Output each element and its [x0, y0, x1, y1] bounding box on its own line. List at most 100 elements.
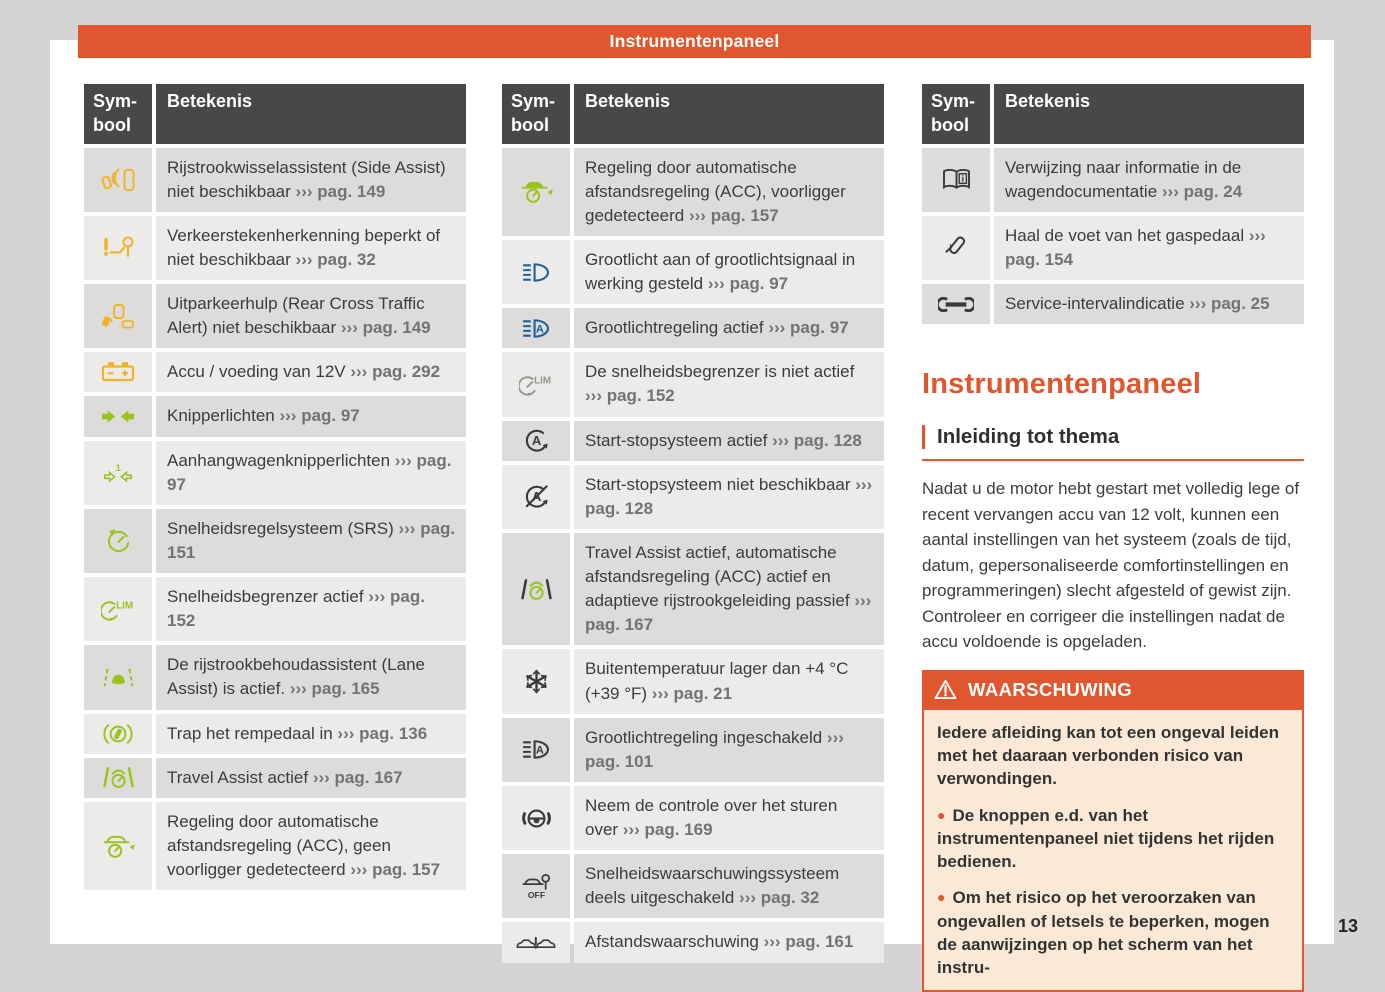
- warning-bullet-text: De knoppen e.d. van het instrumentenpane…: [937, 805, 1275, 872]
- warning-triangle-icon: [934, 679, 957, 700]
- page-reference[interactable]: ››› pag. 149: [341, 318, 431, 337]
- table-row: Travel Assist actief, automatische afsta…: [502, 532, 884, 646]
- meaning-text: Trap het rempedaal in: [167, 723, 338, 743]
- high-beam-auto-icon: A: [502, 308, 570, 349]
- table-header-row: Sym-bool Betekenis: [922, 84, 1304, 144]
- symbol-table-column-1: Sym-bool Betekenis Rijstrookwisselassist…: [84, 84, 466, 894]
- page-reference[interactable]: ››› pag. 152: [167, 587, 425, 630]
- page-reference[interactable]: ››› pag. 32: [739, 888, 819, 907]
- symbol-meaning-text: Service-intervalindicatie ››› pag. 25: [994, 284, 1304, 325]
- page-reference[interactable]: ››› pag. 165: [290, 679, 380, 698]
- intro-paragraph: Nadat u de motor hebt gestart met volled…: [922, 479, 1300, 652]
- symbol-meaning-text: De snelheidsbegrenzer is niet actief ›››…: [574, 352, 884, 417]
- table-row: De rijstrookbehoudassistent (Lane Assist…: [84, 645, 466, 710]
- lane-assist-icon: [84, 645, 152, 710]
- reference-arrows: ›››: [1248, 225, 1266, 245]
- page-reference[interactable]: ››› pag. 167: [585, 591, 871, 634]
- reference-page: pag. 128: [585, 498, 654, 518]
- meaning-text: Uitparkeerhulp (Rear Cross Traffic Alert…: [167, 294, 425, 338]
- reference-page: pag. 149: [362, 318, 431, 338]
- page-reference[interactable]: ››› pag. 97: [279, 406, 359, 425]
- page-reference[interactable]: ››› pag. 97: [708, 274, 788, 293]
- meaning-text: Verkeerstekenherkenning beperkt of niet …: [167, 225, 441, 269]
- bullet-dot-icon: ●: [937, 889, 946, 906]
- trailer-turn-signals-icon: 1: [84, 440, 152, 505]
- traffic-sign-recognition-icon: [84, 215, 152, 281]
- page-reference[interactable]: ››› pag. 292: [350, 362, 440, 381]
- reference-page: pag. 151: [167, 518, 456, 562]
- cruise-control-icon: [84, 508, 152, 574]
- reference-page: pag. 161: [785, 932, 854, 952]
- page-reference[interactable]: ››› pag. 157: [350, 860, 440, 879]
- page-reference[interactable]: ››› pag. 24: [1162, 182, 1242, 201]
- table-row: Regeling door automatische afstandsregel…: [502, 147, 884, 236]
- speed-limiter-icon: LIM: [84, 577, 152, 642]
- table-row: Travel Assist actief ››› pag. 167: [84, 757, 466, 798]
- reference-page: pag. 136: [359, 723, 428, 743]
- acc-no-vehicle-icon: [84, 801, 152, 891]
- symbol-meaning-text: Knipperlichten ››› pag. 97: [156, 396, 466, 437]
- reference-page: pag. 154: [1005, 249, 1074, 269]
- meaning-text: Verwijzing naar informatie in de wagendo…: [1005, 157, 1242, 201]
- meaning-text: Regeling door automatische afstandsregel…: [585, 157, 846, 225]
- reference-arrows: ›››: [622, 820, 640, 840]
- reference-page: pag. 157: [710, 205, 779, 225]
- page-reference[interactable]: ››› pag. 97: [167, 451, 451, 494]
- page-reference[interactable]: ››› pag. 101: [585, 728, 844, 771]
- page-reference[interactable]: ››› pag. 161: [764, 932, 854, 951]
- page-reference[interactable]: ››› pag. 128: [585, 475, 872, 518]
- reference-arrows: ›››: [279, 406, 297, 426]
- page-reference[interactable]: ››› pag. 21: [652, 684, 732, 703]
- table-row: Grootlicht aan of grootlichtsignaal in w…: [502, 239, 884, 305]
- page-reference[interactable]: ››› pag. 152: [585, 386, 675, 405]
- travel-assist-icon: [84, 757, 152, 798]
- table-row: i Verwijzing naar informatie in de wagend…: [922, 147, 1304, 212]
- meaning-text: De rijstrookbehoudassistent (Lane Assist…: [167, 655, 425, 699]
- reference-arrows: ›››: [350, 362, 368, 382]
- meaning-text: Buitentemperatuur lager dan +4 °C (+39 °…: [585, 659, 849, 703]
- meaning-text: Regeling door automatische afstandsregel…: [167, 811, 391, 880]
- reference-arrows: ›››: [854, 591, 872, 611]
- page-reference[interactable]: ››› pag. 167: [313, 768, 403, 787]
- brake-pedal-icon: [84, 713, 152, 754]
- warning-body: Iedere afleiding kan tot een ongeval lei…: [922, 709, 1304, 992]
- page-reference[interactable]: ››› pag. 25: [1189, 294, 1269, 313]
- page-reference[interactable]: ››› pag. 32: [296, 250, 376, 269]
- warning-box: WAARSCHUWING Iedere afleiding kan tot ee…: [922, 669, 1304, 992]
- table-row: Accu / voeding van 12V ››› pag. 292: [84, 352, 466, 393]
- symbol-meaning-text: Afstandswaarschuwing ››› pag. 161: [574, 922, 884, 963]
- page-reference[interactable]: ››› pag. 169: [623, 820, 713, 839]
- table-row: Uitparkeerhulp (Rear Cross Traffic Alert…: [84, 284, 466, 349]
- travel-assist-passive-icon: [502, 532, 570, 646]
- reference-page: pag. 128: [793, 430, 862, 450]
- page-reference[interactable]: ››› pag. 151: [167, 519, 455, 562]
- reference-arrows: ›››: [826, 727, 844, 747]
- reference-page: pag. 97: [790, 318, 849, 338]
- speed-limiter-icon: LIM: [502, 352, 570, 417]
- page-reference[interactable]: ››› pag. 136: [337, 724, 427, 743]
- page-reference[interactable]: ››› pag. 157: [689, 206, 779, 225]
- bullet-dot-icon: ●: [937, 806, 946, 823]
- meaning-column-header: Betekenis: [156, 84, 466, 144]
- meaning-text: Start-stopsysteem actief: [585, 430, 773, 450]
- turn-signals-icon: [84, 396, 152, 437]
- table-row: LIM De snelheidsbegrenzer is niet actief …: [502, 352, 884, 417]
- meaning-text: Afstandswaarschuwing: [585, 932, 764, 952]
- page-reference[interactable]: ››› pag. 149: [296, 182, 386, 201]
- rear-cross-traffic-icon: [84, 284, 152, 349]
- acc-vehicle-detected-icon: [502, 147, 570, 236]
- page-reference[interactable]: ››› pag. 154: [1005, 226, 1266, 269]
- page-reference[interactable]: ››› pag. 97: [768, 318, 848, 337]
- page-reference[interactable]: ››› pag. 128: [772, 431, 862, 450]
- symbol-table-body: i Verwijzing naar informatie in de wagend…: [922, 147, 1304, 325]
- symbol-table-column-2: Sym-bool Betekenis Regeling door automat…: [502, 84, 884, 967]
- table-row: Knipperlichten ››› pag. 97: [84, 396, 466, 437]
- table-header-row: Sym-bool Betekenis: [502, 84, 884, 144]
- battery-icon: [84, 352, 152, 393]
- reference-arrows: ›››: [340, 318, 358, 338]
- meaning-text: De snelheidsbegrenzer is niet actief: [585, 362, 855, 382]
- reference-arrows: ›››: [739, 888, 757, 908]
- page-header-title: Instrumentenpaneel: [609, 31, 780, 51]
- reference-arrows: ›››: [772, 430, 790, 450]
- symbol-meaning-text: Snelheidsbegrenzer actief ››› pag. 152: [156, 577, 466, 642]
